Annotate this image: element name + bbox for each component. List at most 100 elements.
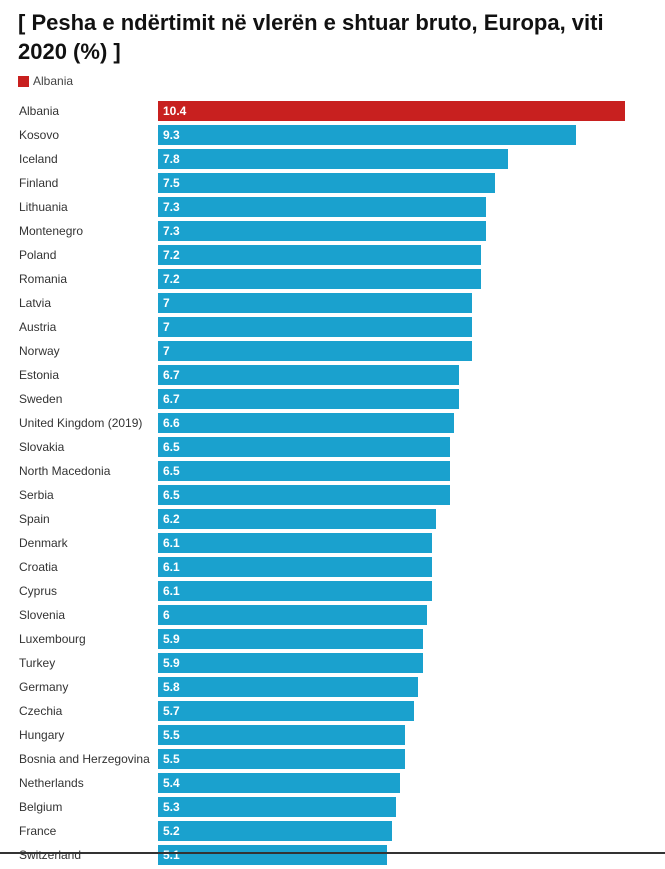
category-label: Luxembourg bbox=[19, 632, 86, 646]
category-label: Slovenia bbox=[19, 608, 66, 622]
bar-row: Iceland 7.8 bbox=[0, 149, 665, 173]
category-label: United Kingdom (2019) bbox=[19, 416, 143, 430]
category-label: France bbox=[19, 824, 57, 838]
data-label: 6.5 bbox=[163, 440, 180, 454]
legend-label-albania: Albania bbox=[33, 74, 74, 88]
data-label: 5.2 bbox=[163, 824, 180, 838]
bar-row: Cyprus 6.1 bbox=[0, 581, 665, 605]
data-label: 6.1 bbox=[163, 560, 180, 574]
category-label: Czechia bbox=[19, 704, 63, 718]
bar: 7.3 bbox=[158, 197, 486, 217]
data-label: 9.3 bbox=[163, 128, 180, 142]
bar-row: Poland 7.2 bbox=[0, 245, 665, 269]
bar-row: United Kingdom (2019) 6.6 bbox=[0, 413, 665, 437]
data-label: 5.5 bbox=[163, 728, 180, 742]
bar: 6 bbox=[158, 605, 428, 625]
bar-row: Netherlands 5.4 bbox=[0, 773, 665, 797]
bar-row: Norway 7 bbox=[0, 341, 665, 365]
bar: 6.1 bbox=[158, 557, 432, 577]
bar: 5.1 bbox=[158, 845, 387, 865]
chart-title: [ Pesha e ndërtimit në vlerën e shtuar b… bbox=[18, 10, 604, 64]
bar-row: Albania 10.4 bbox=[0, 101, 665, 125]
data-label: 5.8 bbox=[163, 680, 180, 694]
bar-row: Kosovo 9.3 bbox=[0, 125, 665, 149]
data-label: 6.7 bbox=[163, 392, 180, 406]
category-label: Cyprus bbox=[19, 584, 58, 598]
data-label: 7 bbox=[163, 296, 170, 310]
bar: 6.2 bbox=[158, 509, 437, 529]
bar: 7.8 bbox=[158, 149, 509, 169]
category-label: Bosnia and Herzegovina bbox=[19, 752, 150, 766]
bar-row: Austria 7 bbox=[0, 317, 665, 341]
bar-row: Hungary 5.5 bbox=[0, 725, 665, 749]
bar: 7 bbox=[158, 317, 473, 337]
data-label: 5.4 bbox=[163, 776, 180, 790]
category-label: Austria bbox=[19, 320, 57, 334]
category-label: Serbia bbox=[19, 488, 54, 502]
category-label: Romania bbox=[19, 272, 68, 286]
bar-row: France 5.2 bbox=[0, 821, 665, 845]
bar: 5.5 bbox=[158, 725, 405, 745]
bar: 7.5 bbox=[158, 173, 495, 193]
bar: 6.7 bbox=[158, 389, 459, 409]
category-label: Turkey bbox=[19, 656, 56, 670]
category-label: Switzerland bbox=[19, 848, 82, 862]
bar: 5.7 bbox=[158, 701, 414, 721]
bar: 5.9 bbox=[158, 653, 423, 673]
category-label: Croatia bbox=[19, 560, 58, 574]
bar: 7.2 bbox=[158, 269, 482, 289]
category-label: Spain bbox=[19, 512, 50, 526]
data-label: 6.5 bbox=[163, 488, 180, 502]
bar-row: Croatia 6.1 bbox=[0, 557, 665, 581]
bar: 6.5 bbox=[158, 461, 450, 481]
bar: 5.9 bbox=[158, 629, 423, 649]
data-label: 7 bbox=[163, 344, 170, 358]
category-label: Montenegro bbox=[19, 224, 84, 238]
bar: 5.4 bbox=[158, 773, 401, 793]
bar-row: Sweden 6.7 bbox=[0, 389, 665, 413]
category-label: Hungary bbox=[19, 728, 65, 742]
bar-row: Denmark 6.1 bbox=[0, 533, 665, 557]
bar-row: Latvia 7 bbox=[0, 293, 665, 317]
legend-swatch-albania bbox=[18, 75, 29, 87]
bar-row: Montenegro 7.3 bbox=[0, 221, 665, 245]
data-label: 6.2 bbox=[163, 512, 180, 526]
category-label: Norway bbox=[19, 344, 60, 358]
data-label: 5.5 bbox=[163, 752, 180, 766]
bar-row: Luxembourg 5.9 bbox=[0, 629, 665, 653]
bar-row: Switzerland 5.1 bbox=[0, 845, 665, 869]
scrollbar-edge bbox=[0, 852, 665, 854]
bar: 6.5 bbox=[158, 437, 450, 457]
data-label: 5.3 bbox=[163, 800, 180, 814]
data-label: 7 bbox=[163, 320, 170, 334]
bar: 6.1 bbox=[158, 533, 432, 553]
bar: 5.3 bbox=[158, 797, 396, 817]
category-label: Kosovo bbox=[19, 128, 60, 142]
bar: 6.1 bbox=[158, 581, 432, 601]
category-label: Sweden bbox=[19, 392, 63, 406]
bar-row: Spain 6.2 bbox=[0, 509, 665, 533]
category-label: Lithuania bbox=[19, 200, 68, 214]
bar: 5.2 bbox=[158, 821, 392, 841]
category-label: Netherlands bbox=[19, 776, 84, 790]
data-label: 7.8 bbox=[163, 152, 180, 166]
bar: 6.6 bbox=[158, 413, 455, 433]
bar-row: North Macedonia 6.5 bbox=[0, 461, 665, 485]
bar: 7 bbox=[158, 341, 473, 361]
bar: 6.5 bbox=[158, 485, 450, 505]
data-label: 5.7 bbox=[163, 704, 180, 718]
category-label: Slovakia bbox=[19, 440, 65, 454]
bar-row: Bosnia and Herzegovina 5.5 bbox=[0, 749, 665, 773]
bar-row: Germany 5.8 bbox=[0, 677, 665, 701]
bar: 7.2 bbox=[158, 245, 482, 265]
category-label: Latvia bbox=[19, 296, 52, 310]
bar-row: Lithuania 7.3 bbox=[0, 197, 665, 221]
data-label: 6.6 bbox=[163, 416, 180, 430]
category-label: Denmark bbox=[19, 536, 68, 550]
category-label: Albania bbox=[19, 104, 60, 118]
category-label: North Macedonia bbox=[19, 464, 111, 478]
category-label: Belgium bbox=[19, 800, 63, 814]
bar: 6.7 bbox=[158, 365, 459, 385]
bar-row: Slovenia 6 bbox=[0, 605, 665, 629]
bar: 7 bbox=[158, 293, 473, 313]
